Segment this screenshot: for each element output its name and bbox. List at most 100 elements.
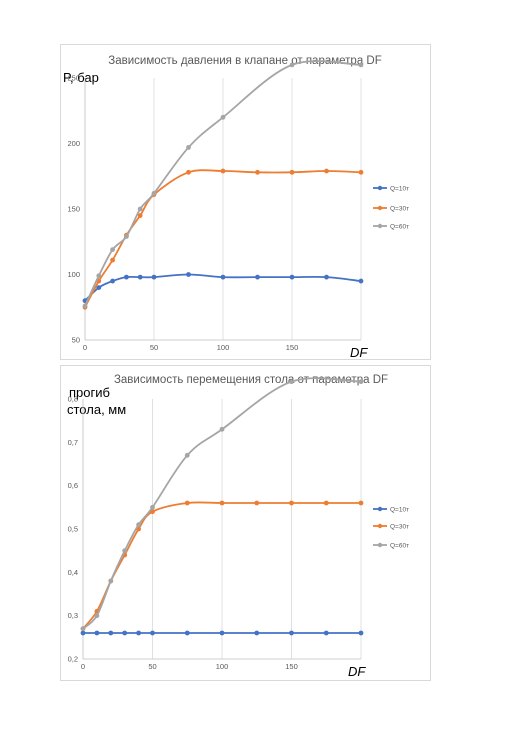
data-point — [186, 145, 191, 150]
data-point — [358, 379, 364, 385]
legend-label: Q=10т — [390, 185, 409, 192]
data-point — [151, 190, 157, 196]
data-point — [136, 522, 141, 528]
data-point — [110, 247, 115, 253]
data-point — [184, 500, 190, 506]
y-tick-label: 0,5 — [68, 525, 78, 534]
data-point — [358, 630, 364, 636]
x-axis-label: DF — [350, 345, 368, 360]
legend-marker — [377, 542, 383, 548]
series-line — [84, 60, 362, 307]
legend-marker — [377, 506, 383, 512]
legend-label: Q=60т — [390, 542, 409, 549]
y-tick-label: 0,8 — [68, 395, 78, 404]
legend-marker — [377, 205, 383, 211]
y-tick-label: 0,7 — [68, 438, 78, 447]
legend-marker — [377, 523, 383, 529]
x-axis-label: DF — [348, 664, 366, 679]
legend-marker — [377, 223, 383, 229]
y-tick-label: 0,6 — [68, 481, 78, 490]
x-tick-label: 100 — [216, 662, 229, 671]
data-point — [358, 169, 364, 175]
deflection-chart: Зависимость перемещения стола от парамет… — [60, 365, 431, 681]
data-point — [289, 630, 294, 636]
y-tick-label: 0,3 — [68, 611, 78, 620]
data-point — [94, 630, 100, 636]
y-axis-label: стола, мм — [67, 402, 126, 417]
data-point — [108, 630, 114, 636]
y-tick-label: 250 — [67, 74, 80, 83]
data-point — [124, 234, 129, 239]
data-point — [137, 213, 143, 218]
data-point — [289, 274, 295, 280]
data-point — [289, 379, 294, 385]
data-point — [96, 285, 102, 290]
data-point — [184, 630, 190, 636]
data-point — [219, 500, 225, 506]
data-point — [323, 500, 329, 506]
data-point — [82, 303, 88, 309]
data-point — [220, 168, 226, 174]
data-point — [358, 500, 364, 506]
data-point — [184, 452, 190, 458]
data-point — [122, 548, 128, 554]
data-point — [289, 62, 295, 68]
legend-label: Q=10т — [390, 506, 409, 513]
data-point — [150, 504, 155, 510]
legend-label: Q=30т — [390, 523, 409, 530]
data-point — [150, 630, 155, 636]
chart-title: Зависимость давления в клапане от параме… — [108, 55, 381, 67]
x-tick-label: 50 — [148, 662, 156, 671]
legend-label: Q=60т — [390, 223, 409, 230]
y-axis-label: P, бар — [63, 70, 99, 85]
chart-title: Зависимость перемещения стола от парамет… — [114, 374, 388, 386]
data-point — [186, 169, 191, 175]
y-tick-label: 50 — [72, 336, 80, 345]
x-tick-label: 150 — [286, 343, 299, 352]
y-tick-label: 200 — [67, 139, 80, 148]
pressure-chart: Зависимость давления в клапане от параме… — [60, 44, 431, 360]
data-point — [219, 630, 225, 636]
data-point — [220, 114, 226, 120]
data-point — [255, 169, 260, 175]
pressure-chart-svg: Зависимость давления в клапане от параме… — [63, 55, 409, 360]
data-point — [254, 500, 260, 506]
data-point — [137, 274, 143, 280]
x-tick-label: 150 — [285, 662, 298, 671]
data-point — [324, 274, 329, 280]
data-point — [136, 630, 141, 636]
y-tick-label: 150 — [67, 205, 80, 214]
data-point — [220, 274, 226, 280]
data-point — [108, 578, 114, 584]
x-tick-label: 0 — [83, 343, 87, 352]
legend-label: Q=30т — [390, 205, 409, 212]
data-point — [124, 274, 129, 280]
y-tick-label: 0,4 — [68, 568, 78, 577]
data-point — [289, 500, 294, 506]
y-tick-label: 100 — [67, 270, 80, 279]
data-point — [358, 278, 364, 284]
series-line — [82, 377, 362, 630]
data-point — [94, 613, 100, 619]
x-tick-label: 100 — [217, 343, 230, 352]
data-point — [110, 257, 115, 263]
legend-marker — [377, 185, 383, 191]
data-point — [186, 272, 191, 277]
data-point — [122, 630, 128, 636]
data-point — [323, 630, 329, 636]
y-tick-label: 0,2 — [68, 655, 78, 664]
data-point — [254, 630, 260, 636]
data-point — [80, 626, 86, 632]
x-tick-label: 0 — [81, 662, 85, 671]
data-point — [219, 426, 225, 432]
deflection-chart-svg: Зависимость перемещения стола от парамет… — [67, 374, 409, 679]
data-point — [289, 169, 295, 175]
data-point — [80, 630, 86, 636]
data-point — [151, 274, 157, 280]
data-point — [324, 168, 329, 174]
data-point — [110, 278, 115, 284]
data-point — [96, 273, 102, 279]
y-axis-label: прогиб — [69, 385, 110, 400]
data-point — [255, 274, 260, 280]
x-tick-label: 50 — [150, 343, 158, 352]
